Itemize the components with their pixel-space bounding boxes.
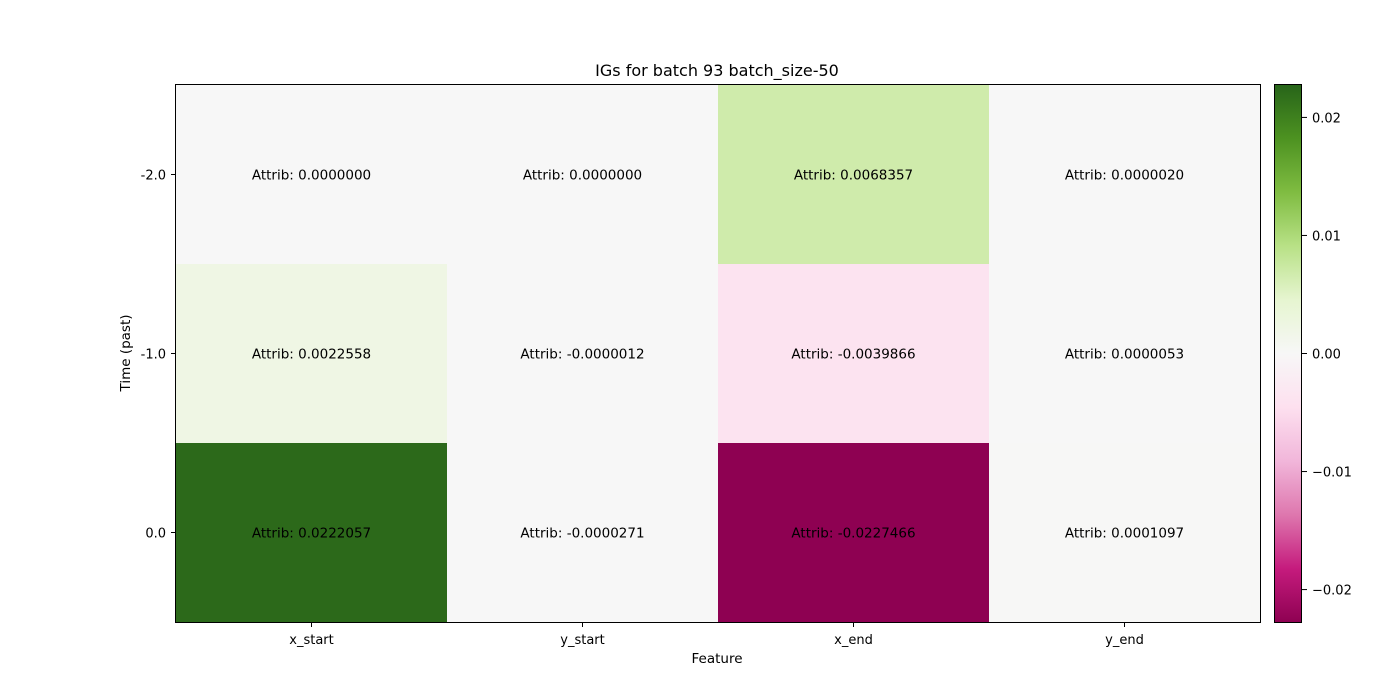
chart-title: IGs for batch 93 batch_size-50 [595, 61, 839, 81]
heatmap-cell [447, 264, 719, 444]
x-tick-label: y_start [560, 633, 604, 648]
heatmap-cell [718, 264, 990, 444]
heatmap-cell [447, 85, 719, 265]
heatmap-cell [989, 85, 1261, 265]
heatmap-cell [447, 443, 719, 623]
heatmap-cell [176, 85, 448, 265]
x-tick-label: x_end [834, 633, 873, 648]
cell-label: Attrib: 0.0000053 [1065, 347, 1184, 363]
heatmap-cells [176, 85, 1261, 623]
heatmap-cell [176, 264, 448, 444]
y-tick-label: -1.0 [141, 348, 166, 363]
cell-label: Attrib: 0.0000000 [523, 168, 642, 184]
heatmap-cell [989, 264, 1261, 444]
cell-label: Attrib: 0.0222057 [252, 526, 371, 542]
cell-label: Attrib: -0.0000012 [520, 347, 644, 363]
cell-label: Attrib: -0.0000271 [520, 526, 644, 542]
cell-label: Attrib: 0.0000020 [1065, 168, 1184, 184]
y-tick-label: -2.0 [141, 169, 166, 184]
colorbar-tick-label: −0.02 [1312, 584, 1352, 599]
cell-label: Attrib: -0.0039866 [791, 347, 915, 363]
colorbar-tick-label: 0.00 [1312, 348, 1341, 363]
cell-label: Attrib: 0.0001097 [1065, 526, 1184, 542]
heatmap-cell [718, 85, 990, 265]
cell-label: Attrib: 0.0000000 [252, 168, 371, 184]
y-axis-ticks: -2.0 -1.0 0.0 [141, 169, 176, 542]
colorbar-tick-label: −0.01 [1312, 466, 1352, 481]
colorbar [1274, 84, 1302, 623]
heatmap-cell [718, 443, 990, 623]
y-tick-label: 0.0 [145, 527, 166, 542]
cell-label: Attrib: 0.0068357 [794, 168, 913, 184]
x-axis-label: Feature [691, 651, 742, 667]
y-axis-label: Time (past) [118, 314, 134, 392]
cell-label: Attrib: -0.0227466 [791, 526, 915, 542]
x-tick-label: y_end [1105, 633, 1144, 648]
heatmap-cell [989, 443, 1261, 623]
cell-labels: Attrib: 0.0000000 Attrib: 0.0000000 Attrib… [252, 168, 1184, 542]
heatmap-cell [176, 443, 448, 623]
x-tick-label: x_start [289, 633, 333, 648]
colorbar-tick-label: 0.02 [1312, 111, 1341, 126]
colorbar-ticks: 0.02 0.01 0.00 −0.01 −0.02 [1302, 111, 1352, 599]
x-axis-ticks: x_start y_start x_end y_end [289, 622, 1144, 648]
cell-label: Attrib: 0.0022558 [252, 347, 371, 363]
colorbar-tick-label: 0.01 [1312, 229, 1341, 244]
